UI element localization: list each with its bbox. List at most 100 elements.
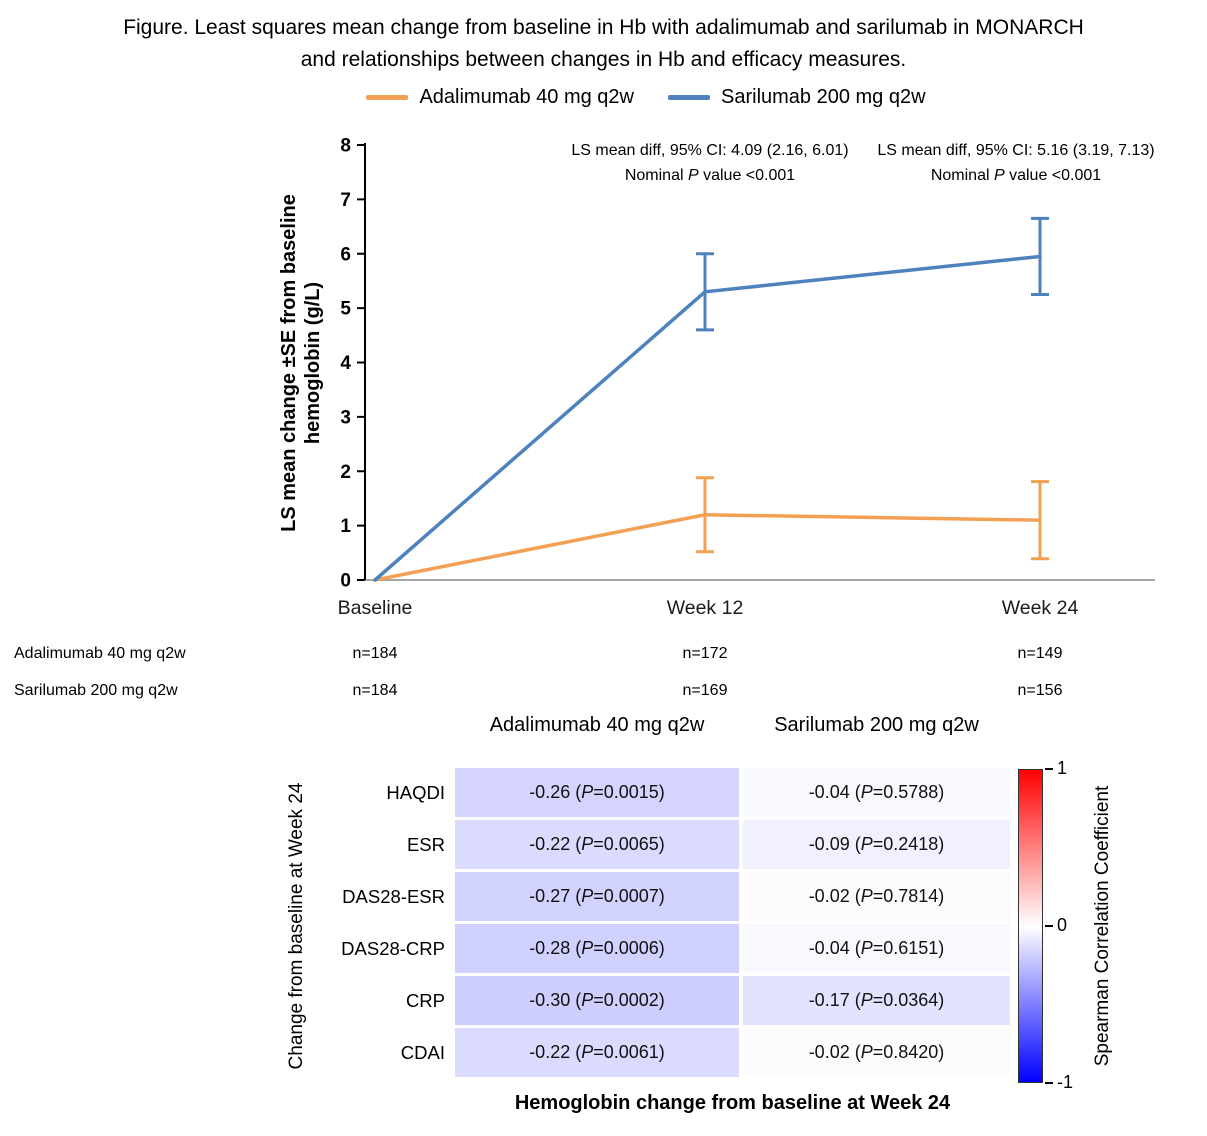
legend-item-adalimumab: Adalimumab 40 mg q2w xyxy=(366,86,634,109)
annotation-week24-pvalue-p: P xyxy=(993,167,1005,184)
cell-p-value: =0.0007) xyxy=(593,886,665,906)
heatmap-cell: -0.27 (P =0.0007) xyxy=(455,872,739,921)
cell-r-value: -0.22 ( xyxy=(529,1042,582,1062)
heatmap-col-header: Adalimumab 40 mg q2w xyxy=(489,714,705,736)
cell-r-value: -0.17 ( xyxy=(808,990,861,1010)
cell-r-value: -0.09 ( xyxy=(808,834,861,854)
cell-p-italic: P xyxy=(581,1042,594,1062)
heatmap-row-label: CRP xyxy=(405,990,445,1011)
y-tick-label: 4 xyxy=(340,353,351,374)
cell-p-italic: P xyxy=(860,938,873,958)
y-tick-label: 3 xyxy=(340,407,351,428)
heatmap-row-label: ESR xyxy=(406,834,445,855)
colorbar-gradient xyxy=(1018,769,1043,1083)
n-row-label-adalimumab: Adalimumab 40 mg q2w xyxy=(14,645,186,662)
heatmap-cell: -0.26 (P =0.0015) xyxy=(455,768,739,817)
heatmap-row-label: HAQDI xyxy=(386,782,445,803)
cell-p-value: =0.0002) xyxy=(593,990,665,1010)
heatmap-row-label: CDAI xyxy=(400,1042,445,1063)
n-count: n=169 xyxy=(682,682,728,699)
y-tick-label: 1 xyxy=(340,516,351,537)
annotation-week12-pvalue-p: P xyxy=(687,167,699,184)
y-tick-label: 8 xyxy=(340,136,351,157)
heatmap-cell: -0.09 (P =0.2418) xyxy=(743,820,1010,869)
colorbar-tick xyxy=(1045,768,1053,770)
heatmap-cell: -0.02 (P =0.8420) xyxy=(743,1028,1010,1077)
cell-p-value: =0.0061) xyxy=(593,1042,665,1062)
colorbar-tick xyxy=(1045,1082,1053,1084)
annotation-week12-pvalue: Nominal P value <0.001 xyxy=(520,163,900,188)
cell-p-italic: P xyxy=(581,834,594,854)
annotation-week24-ci: LS mean diff, 95% CI: 5.16 (3.19, 7.13) xyxy=(877,142,1155,159)
cell-p-italic: P xyxy=(860,834,873,854)
annotation-week12: LS mean diff, 95% CI: 4.09 (2.16, 6.01) … xyxy=(520,138,900,188)
x-tick-label: Week 12 xyxy=(667,597,744,619)
annotation-week12-ci: LS mean diff, 95% CI: 4.09 (2.16, 6.01) xyxy=(571,142,849,159)
n-count: n=172 xyxy=(682,645,728,662)
annotation-week12-pvalue-pre: Nominal xyxy=(624,167,688,184)
legend-label-sarilumab: Sarilumab 200 mg q2w xyxy=(721,86,926,108)
heatmap-cell: -0.17 (P =0.0364) xyxy=(743,976,1010,1025)
cell-p-value: =0.6151) xyxy=(872,938,945,958)
colorbar-tick xyxy=(1045,925,1053,927)
cell-r-value: -0.30 ( xyxy=(529,990,582,1010)
cell-p-italic: P xyxy=(860,1042,873,1062)
series-line-sarilumab xyxy=(373,254,1042,582)
cell-p-italic: P xyxy=(581,886,594,906)
cell-p-italic: P xyxy=(581,990,594,1010)
chart-legend: Adalimumab 40 mg q2w Sarilumab 200 mg q2… xyxy=(85,86,1207,109)
figure-title: Figure. Least squares mean change from b… xyxy=(0,12,1207,76)
cell-p-value: =0.0065) xyxy=(593,834,665,854)
y-tick-label: 7 xyxy=(340,190,351,211)
y-axis-label-line1: LS mean change ±SE from baseline xyxy=(278,194,300,532)
cell-r-value: -0.04 ( xyxy=(808,782,861,802)
figure-title-line1: Figure. Least squares mean change from b… xyxy=(123,16,1084,39)
cell-p-italic: P xyxy=(581,782,594,802)
y-tick-label: 0 xyxy=(340,571,351,592)
heatmap-cell: -0.04 (P =0.6151) xyxy=(743,924,1010,973)
cell-p-italic: P xyxy=(860,990,873,1010)
cell-r-value: -0.04 ( xyxy=(808,938,861,958)
cell-r-value: -0.02 ( xyxy=(808,1042,861,1062)
annotation-week12-pvalue-post: value <0.001 xyxy=(698,167,796,184)
cell-p-value: =0.0015) xyxy=(593,782,665,802)
y-tick-label: 2 xyxy=(340,462,351,483)
cell-p-italic: P xyxy=(860,782,873,802)
n-count: n=184 xyxy=(352,682,398,699)
annotation-week24-pvalue-pre: Nominal xyxy=(930,167,994,184)
cell-r-value: -0.26 ( xyxy=(529,782,582,802)
legend-line-swatch-adalimumab xyxy=(366,95,409,100)
x-tick-label: Week 24 xyxy=(1002,597,1079,619)
n-row-label-sarilumab: Sarilumab 200 mg q2w xyxy=(14,682,178,699)
heatmap-cell: -0.28 (P =0.0006) xyxy=(455,924,739,973)
heatmap-cell: -0.04 (P =0.5788) xyxy=(743,768,1010,817)
cell-p-italic: P xyxy=(581,938,594,958)
series-line-adalimumab xyxy=(373,513,1042,582)
cell-p-value: =0.5788) xyxy=(872,782,945,802)
heatmap-row-label: DAS28-ESR xyxy=(342,886,445,907)
heatmap-cell: -0.30 (P =0.0002) xyxy=(455,976,739,1025)
y-tick-label: 6 xyxy=(340,244,351,265)
cell-p-value: =0.2418) xyxy=(872,834,945,854)
line-chart: 8 7 6 5 4 3 2 1 0 Baseline Week 12 Week 24 xyxy=(338,136,1155,619)
annotation-week24: LS mean diff, 95% CI: 5.16 (3.19, 7.13) … xyxy=(826,138,1206,188)
heatmap-cell: -0.22 (P =0.0061) xyxy=(455,1028,739,1077)
cell-p-value: =0.7814) xyxy=(872,886,945,906)
legend-label-adalimumab: Adalimumab 40 mg q2w xyxy=(419,86,634,108)
annotation-week24-pvalue-post: value <0.001 xyxy=(1004,167,1102,184)
colorbar-tick-label: 0 xyxy=(1057,915,1068,935)
cell-p-value: =0.0006) xyxy=(593,938,665,958)
heatmap-row-label: DAS28-CRP xyxy=(341,938,445,959)
heatmap-cell: -0.02 (P =0.7814) xyxy=(743,872,1010,921)
colorbar-label: Spearman Correlation Coefficient xyxy=(1092,785,1113,1067)
legend-line-swatch-sarilumab xyxy=(668,95,710,100)
cell-p-italic: P xyxy=(860,886,873,906)
colorbar-tick-label: -1 xyxy=(1057,1072,1074,1092)
cell-r-value: -0.28 ( xyxy=(529,938,582,958)
cell-r-value: -0.27 ( xyxy=(529,886,582,906)
heatmap-cell: -0.22 (P =0.0065) xyxy=(455,820,739,869)
cell-p-value: =0.8420) xyxy=(872,1042,945,1062)
legend-item-sarilumab: Sarilumab 200 mg q2w xyxy=(668,86,926,109)
annotation-week24-pvalue: Nominal P value <0.001 xyxy=(826,163,1206,188)
